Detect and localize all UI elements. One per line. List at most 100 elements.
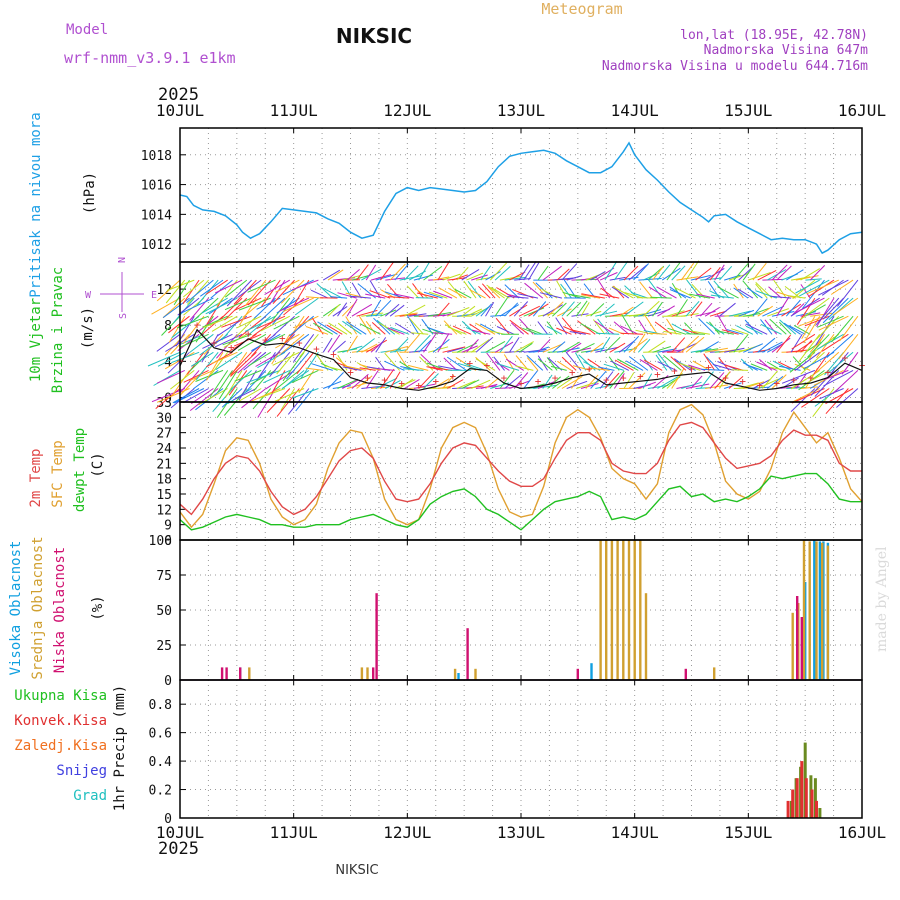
wind-vector [266,388,291,413]
wind-gust-marker: + [484,359,491,372]
wind-vector [387,296,410,299]
wind-gust-marker: + [790,373,797,386]
temp-ylabel-3: dewpt Temp [72,428,88,512]
wind-vector [552,375,570,389]
wind-vector [359,323,381,335]
wind-vector [724,347,745,353]
wind-vector [756,361,777,371]
wind-vector [337,322,353,335]
wind-vector [657,348,677,353]
wind-vector [681,381,702,389]
wind-vector [480,303,492,317]
wind-vector [800,284,811,299]
wind-vector [815,297,840,326]
wind-vector [556,377,573,389]
cloud-bar-srednja [599,540,602,680]
wind-vector [247,279,276,293]
plot-area: 1012101410161018048126912151821242730330… [141,101,886,842]
wind-vector [389,304,405,317]
wind-vector [566,275,583,281]
wind-vector [167,351,190,374]
wind-vector [232,388,257,401]
xtick-label-top: 16JUL [838,101,886,120]
wind-vector [230,370,252,390]
ytick-label-precip: 0.4 [149,755,173,770]
wind-vector [766,376,784,389]
wind-vector [523,261,537,281]
wind-vector [638,278,662,281]
wind-vector [438,365,462,371]
wind-vector [211,315,238,332]
wind-gust-marker: + [330,348,337,361]
wind-vector [433,290,453,299]
wind-vector [286,351,310,380]
wind-vector [221,388,243,408]
wind-vector [175,315,195,347]
wind-vector [423,333,437,353]
wind-vector [546,325,563,335]
wind-vector [342,366,362,371]
wind-vector [663,355,682,371]
wind-vector [404,304,426,317]
wind-vector [471,329,491,335]
wind-vector [261,279,281,307]
wind-gust-marker: + [756,379,763,392]
precip-legend-conv: Konvek.Kisa [14,713,107,729]
precip-ylabel: 1hr Precip (mm) [112,685,128,811]
wind-vector [369,290,391,299]
wind-vector [247,315,272,337]
wind-gust-marker: + [535,375,542,388]
wind-vector [361,268,382,281]
wind-vector [604,336,621,353]
wind-vector [795,297,825,313]
wind-vector [237,388,262,403]
wind-vector [224,297,252,311]
wind-vector [652,301,663,317]
wind-vector [609,312,630,317]
wind-vector [310,289,329,299]
wind-vector [504,276,527,281]
temp-2m-line [179,421,862,516]
wind-vector [809,338,822,353]
wind-vector [365,321,377,335]
wind-vector [509,271,526,281]
wind-vector [795,275,819,281]
wind-vector [650,296,672,299]
wind-vector [504,373,523,389]
wind-vector [822,297,844,320]
wind-vector [709,310,727,317]
wind-vector [346,298,358,317]
wind-vector [823,369,854,387]
wind-vector [682,328,701,335]
cloud-bar-srednja [366,667,369,680]
wind-vector [332,305,348,317]
wind-vector [375,273,398,281]
wind-vector [456,380,476,389]
wind-vector [370,386,389,389]
wind-vector [513,341,534,353]
wind-vector [325,365,343,371]
wind-vector [745,325,763,335]
wind-vector [595,384,612,389]
wind-vector [818,315,849,331]
cloud-unit: (%) [90,595,106,620]
wind-vector [666,318,677,335]
wind-vector [513,301,529,317]
year-bottom: 2025 [158,839,199,859]
wind-vector [418,371,436,389]
wind-vector [752,262,767,281]
wind-vector [456,266,469,281]
wind-vector [594,320,615,335]
ytick-label-precip: 0.8 [149,698,172,713]
cloud-bar-niska [576,668,579,680]
wind-vector [556,308,572,317]
wind-vector [532,281,548,299]
wind-vector [409,318,424,335]
wind-vector [202,333,233,349]
wind-vector [764,319,778,335]
wind-vector [638,319,649,335]
wind-vector [337,292,357,299]
wind-vector [447,326,467,335]
wind-vector [452,325,472,335]
wind-vector [504,284,520,299]
